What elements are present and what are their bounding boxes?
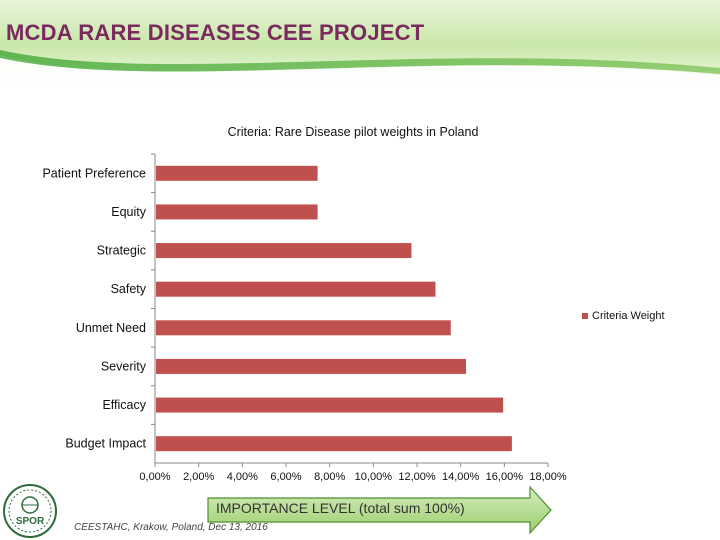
- category-label: Strategic: [97, 244, 146, 258]
- bar-efficacy: [156, 397, 504, 413]
- bar-severity: [156, 358, 467, 374]
- logo-ring-inner: [8, 489, 52, 533]
- bar-safety: [156, 281, 436, 297]
- category-label: Budget Impact: [65, 437, 146, 451]
- footer-text: CEESTAHC, Krakow, Poland, Dec 13, 2016: [74, 522, 268, 533]
- spor-logo: SPOR: [3, 484, 57, 538]
- x-tick-label: 16,00%: [486, 471, 524, 483]
- x-tick-label: 4,00%: [227, 471, 258, 483]
- x-tick-label: 2,00%: [183, 471, 214, 483]
- x-tick-label: 12,00%: [398, 471, 436, 483]
- x-tick-label: 8,00%: [314, 471, 345, 483]
- header-background: [0, 0, 720, 100]
- header-banner: MCDA RARE DISEASES CEE PROJECT: [0, 0, 720, 100]
- x-tick-label: 10,00%: [355, 471, 393, 483]
- importance-arrow-label: IMPORTANCE LEVEL (total sum 100%): [216, 500, 465, 516]
- x-tick-label: 6,00%: [270, 471, 301, 483]
- bar-strategic: [156, 243, 412, 259]
- category-labels: Patient Preference Equity Strategic Safety U…: [42, 166, 146, 450]
- category-label: Efficacy: [102, 398, 146, 412]
- category-label: Severity: [101, 359, 147, 373]
- x-tick-label: 18,00%: [529, 471, 567, 483]
- category-label: Unmet Need: [76, 321, 146, 335]
- category-label: Safety: [111, 282, 147, 296]
- bar-equity: [156, 204, 318, 220]
- logo-text: SPOR: [16, 516, 45, 527]
- bar-series: [156, 165, 512, 452]
- x-tick-label: 0,00%: [139, 471, 170, 483]
- chart-title: Criteria: Rare Disease pilot weights in …: [228, 125, 479, 139]
- logo-ring-outer: [3, 484, 57, 538]
- category-label: Equity: [111, 205, 146, 219]
- legend-swatch: [582, 313, 588, 319]
- x-tick-label: 14,00%: [442, 471, 480, 483]
- chart-legend: Criteria Weight: [582, 310, 665, 322]
- legend-label: Criteria Weight: [592, 310, 665, 322]
- x-axis-ticks: 0,00% 2,00% 4,00% 6,00% 8,00% 10,00% 12,00% 14,…: [139, 153, 567, 483]
- bar-unmet-need: [156, 320, 451, 336]
- bar-patient-preference: [156, 165, 318, 181]
- category-label: Patient Preference: [42, 166, 146, 180]
- importance-arrow: [207, 485, 552, 535]
- slide-title: MCDA RARE DISEASES CEE PROJECT: [6, 20, 425, 45]
- bar-budget-impact: [156, 436, 512, 452]
